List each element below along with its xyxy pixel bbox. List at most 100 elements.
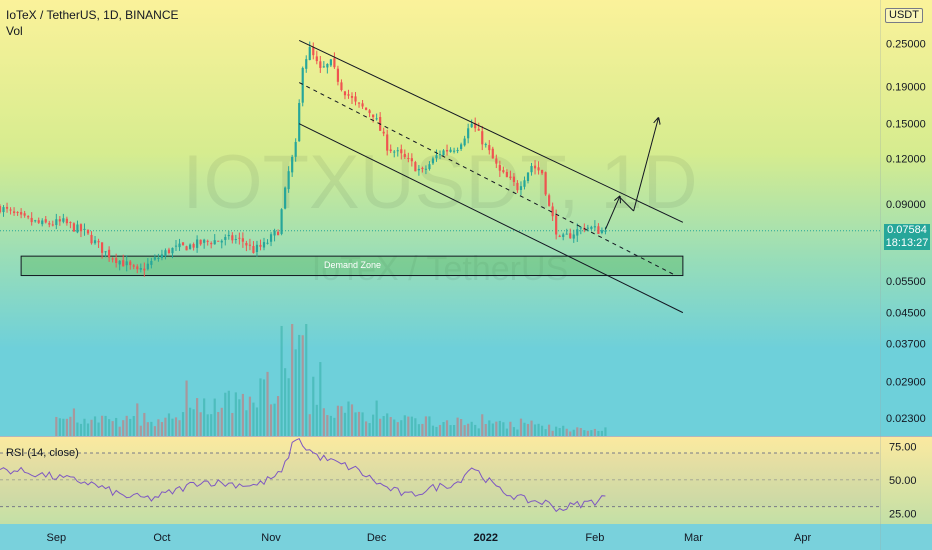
candle xyxy=(262,237,266,251)
currency-badge[interactable]: USDT xyxy=(885,8,923,23)
candle xyxy=(548,193,551,207)
projection-pullback xyxy=(619,196,634,212)
volume-bar xyxy=(276,396,280,436)
candle-body xyxy=(27,216,30,218)
candle xyxy=(474,117,477,132)
candle xyxy=(273,228,276,242)
candle-body xyxy=(48,223,51,225)
candle-body xyxy=(396,150,399,152)
volume-bar xyxy=(445,420,449,436)
candle-body xyxy=(5,206,9,209)
candle xyxy=(153,254,156,261)
candle xyxy=(481,125,484,151)
volume-bar xyxy=(463,425,466,436)
volume-bar xyxy=(498,420,501,436)
candle-body xyxy=(291,156,294,173)
candle xyxy=(65,216,68,226)
volume-bar xyxy=(100,415,104,436)
candle xyxy=(178,238,181,251)
rsi-line xyxy=(0,437,606,513)
symbol-title[interactable]: IoTeX / TetherUS, 1D, BINANCE xyxy=(6,8,179,22)
candle-body xyxy=(477,128,480,131)
candle-body xyxy=(540,170,544,174)
time-tick-label: Feb xyxy=(585,532,604,544)
candle xyxy=(181,242,185,246)
volume-bar xyxy=(241,393,244,436)
volume-bar xyxy=(357,411,361,436)
volume-bar xyxy=(572,429,575,436)
candle xyxy=(139,263,142,273)
candle xyxy=(23,210,26,218)
candle xyxy=(495,154,498,169)
demand-zone-layer[interactable] xyxy=(20,255,684,277)
volume-bar xyxy=(308,414,311,436)
volume-bar xyxy=(452,425,456,436)
volume-bar xyxy=(396,422,399,436)
volume-bar xyxy=(540,425,544,436)
volume-bar xyxy=(569,431,572,436)
candle-body xyxy=(354,96,357,102)
candle xyxy=(118,260,121,271)
candle-body xyxy=(157,257,160,259)
volume-bar xyxy=(417,424,420,436)
volume-bar xyxy=(284,368,287,436)
time-axis-background xyxy=(0,524,932,550)
volume-bar xyxy=(481,414,484,436)
volume-bar xyxy=(579,428,582,436)
volume-bar xyxy=(386,413,389,436)
candle-body xyxy=(199,239,202,245)
candle xyxy=(562,232,565,241)
volume-bar xyxy=(597,430,600,436)
trend-channel-drawings[interactable] xyxy=(298,40,684,314)
volume-bar xyxy=(329,415,332,436)
candle xyxy=(368,109,371,118)
volume-bar xyxy=(593,428,596,436)
candle xyxy=(375,113,378,121)
candle xyxy=(115,253,118,268)
volume-legend-label[interactable]: Vol xyxy=(6,24,23,38)
volume-bar xyxy=(97,422,100,436)
candle xyxy=(48,220,51,228)
candle xyxy=(122,254,125,267)
candle-body xyxy=(438,154,442,156)
candle xyxy=(579,226,582,235)
projection-arrow-target xyxy=(633,119,659,212)
candle-body xyxy=(76,224,79,233)
candle-body xyxy=(498,165,501,171)
time-axis: Sep Oct Nov Dec 2022 Feb Mar Apr xyxy=(47,532,812,544)
candle-body xyxy=(537,167,540,171)
candle xyxy=(231,232,234,244)
candle xyxy=(100,242,104,259)
candle-body xyxy=(452,150,456,152)
candle xyxy=(266,239,269,245)
volume-bar xyxy=(115,417,118,436)
candle-body xyxy=(181,242,185,246)
candle xyxy=(188,243,192,250)
volume-bar xyxy=(143,412,146,436)
time-tick-label: Oct xyxy=(153,532,170,544)
candle-body xyxy=(58,219,61,222)
candle xyxy=(347,89,350,99)
volume-bar xyxy=(340,406,343,436)
candle-body xyxy=(329,59,332,66)
candle xyxy=(72,222,76,232)
candle xyxy=(551,202,554,222)
volume-bar xyxy=(435,426,438,436)
candle-body xyxy=(167,249,171,254)
candle-body xyxy=(122,260,125,267)
candle-body xyxy=(16,211,19,213)
volume-bar xyxy=(129,418,132,436)
volume-bar xyxy=(118,426,121,436)
volume-bar xyxy=(238,399,241,436)
candle-body xyxy=(220,240,223,243)
price-tick-label: 0.15000 xyxy=(886,119,926,131)
candle-body xyxy=(192,244,195,248)
volume-bar xyxy=(125,415,128,436)
volume-bar xyxy=(298,334,301,436)
volume-bar xyxy=(516,429,519,436)
candle xyxy=(484,142,487,148)
candle-body xyxy=(178,243,181,248)
candle-body xyxy=(375,118,378,120)
candle xyxy=(403,149,406,159)
